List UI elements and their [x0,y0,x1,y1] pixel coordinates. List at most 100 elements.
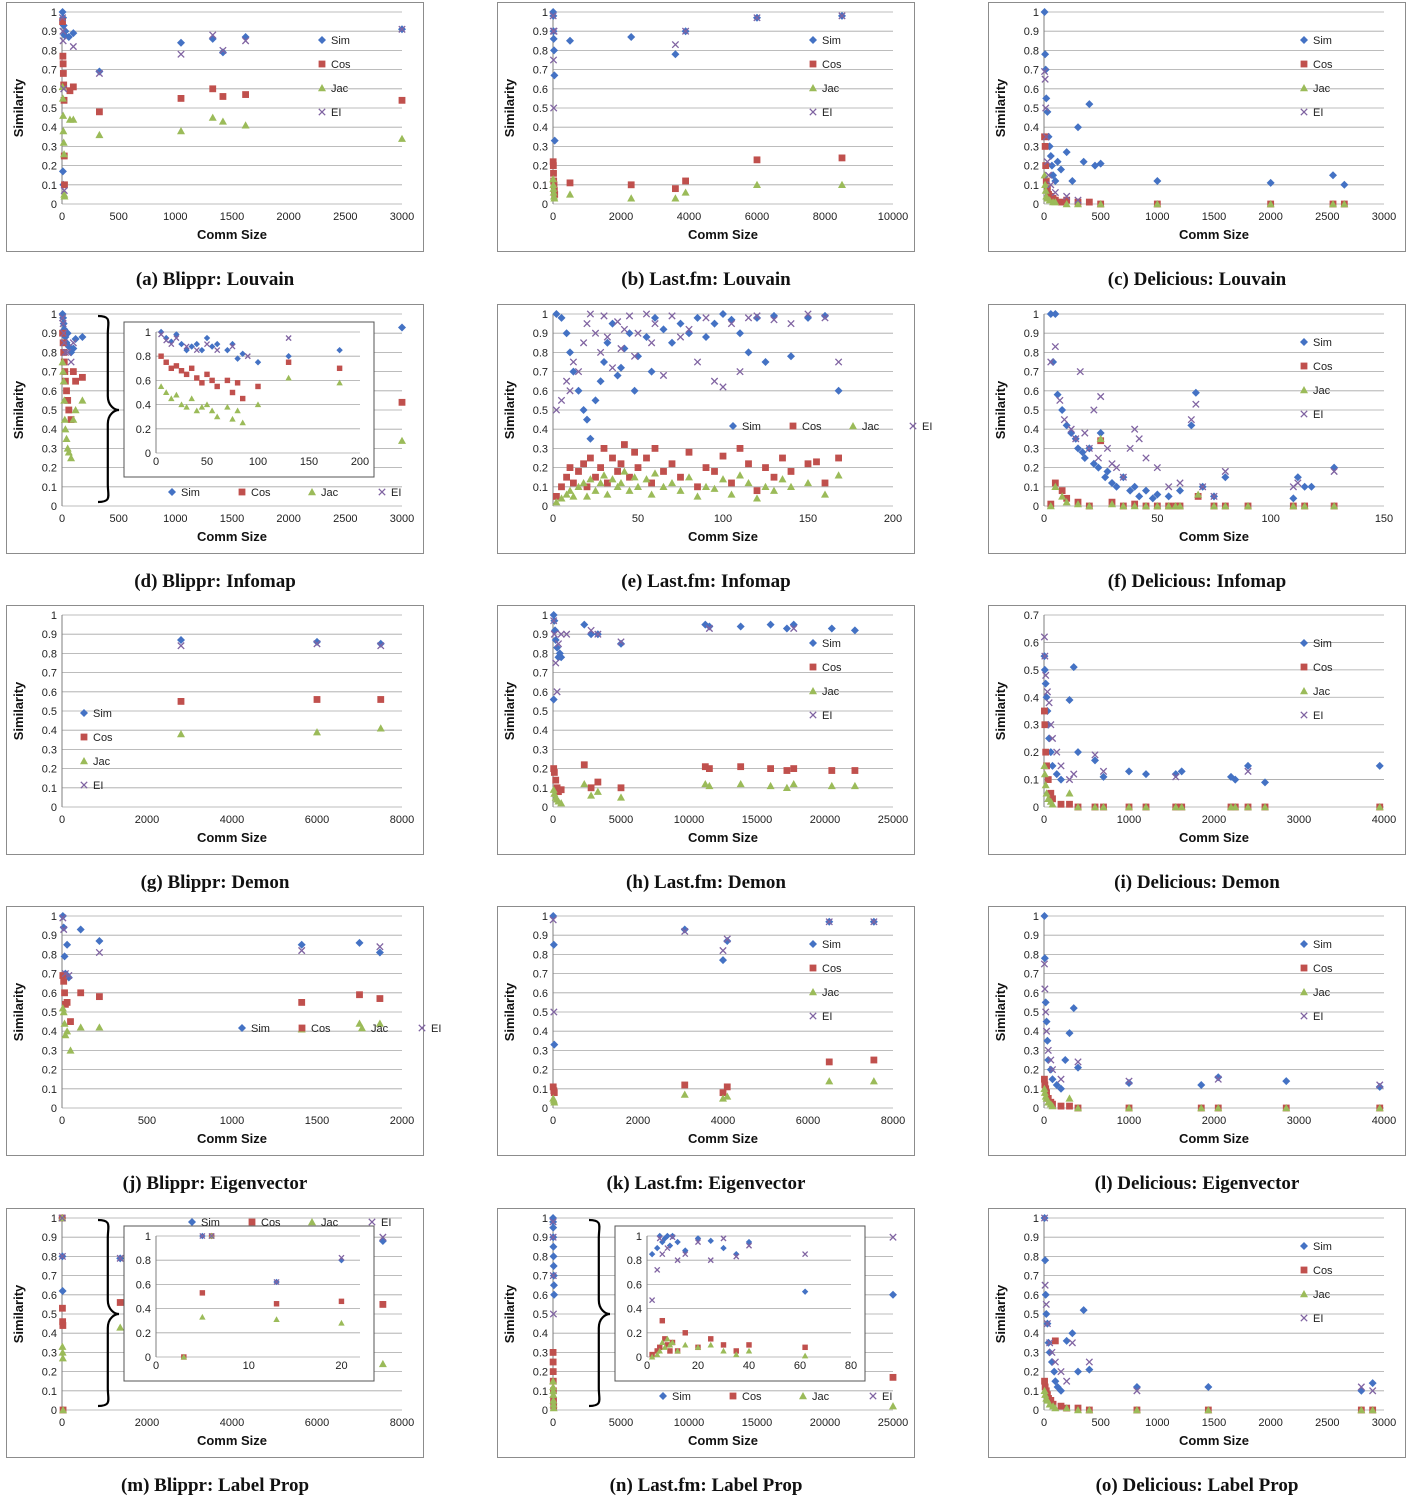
point-jac [218,117,227,125]
point-cos [376,995,384,1002]
point-jac [753,494,761,502]
point-sim [1282,1077,1291,1086]
point-jac [549,1404,558,1412]
point-cos [648,479,655,487]
point-cos [549,1368,557,1375]
y-tick-label: 0.8 [533,347,548,359]
point-jac [804,478,812,487]
x-tick-label: 0 [550,211,556,223]
point-jac [634,482,642,490]
point-cos [802,1344,808,1351]
y-tick-label: 0 [1033,1405,1039,1417]
y-tick-label: 1 [51,309,57,321]
legend-marker-cos [1300,964,1308,972]
y-tick-label: 0.8 [42,1251,57,1263]
point-jac [273,1316,280,1323]
point-cos [188,365,195,372]
point-ei [654,1266,661,1273]
y-axis-title: Similarity [502,982,517,1041]
point-sim [549,1281,558,1290]
point-jac [1214,1104,1223,1112]
x-tick-label: 25000 [878,1417,909,1429]
point-sim [1074,123,1082,132]
x-axis-title: Comm Size [688,529,758,544]
figure-caption: (f) Delicious: Infomap [1107,571,1287,592]
point-jac [579,478,588,487]
point-ei [681,927,689,936]
point-ei [634,329,642,337]
point-jac [562,490,571,498]
figure-caption: (j) Blippr: Eigenvector [122,1173,308,1194]
point-ei [58,1252,67,1261]
point-jac [1041,781,1050,789]
point-sim [1103,467,1112,476]
point-jac [778,475,787,483]
point-ei [1044,171,1053,179]
point-sim [1049,358,1058,366]
point-jac [1375,1104,1384,1112]
point-cos [654,1348,660,1354]
point-sim [1177,767,1186,776]
y-tick-label: 1 [51,610,57,622]
point-sim [1074,1063,1082,1072]
point-sim [827,624,836,633]
x-tick-label: 1000 [163,211,187,223]
point-jac [1074,1406,1082,1414]
point-jac [617,478,625,487]
y-tick-label: 0 [542,802,548,814]
gridlines [62,915,402,1109]
point-jac [376,724,385,732]
legend-label-ei: EI [1313,710,1323,722]
x-tick-label: 150 [799,513,817,525]
legend-label-jac: Jac [321,1217,339,1229]
y-tick-label: 1 [51,1213,57,1225]
y-tick-label: 0.2 [533,463,548,475]
point-sim [1148,494,1157,503]
point-ei [787,319,795,328]
point-jac [1153,502,1162,510]
y-tick-label: 0.2 [42,1367,57,1379]
legend-marker-cos [1300,60,1308,68]
point-jac [60,1019,69,1027]
point-cos [580,460,587,468]
x-tick-label: 2000 [1202,814,1226,826]
point-jac [180,1353,188,1360]
point-cos [566,179,574,187]
point-ei [744,314,753,322]
point-cos [657,1344,663,1351]
x-tick-label: 6000 [305,814,329,826]
legend-marker-sim [659,1392,667,1400]
y-tick-label: 0.8 [533,1251,548,1263]
point-ei [1041,1281,1049,1289]
point-jac [338,1319,345,1326]
point-sim [1051,310,1060,318]
point-sim [647,367,656,376]
point-jac [850,781,859,790]
point-cos [67,1018,74,1025]
legend-marker-ei [1300,711,1308,719]
point-ei [705,624,714,633]
legend: Sim Cos Jac EI [238,1023,441,1035]
y-tick-label: 0.5 [1024,405,1039,417]
point-sim [1044,132,1053,141]
series-ei [552,310,843,414]
x-axis-title: Comm Size [1179,1433,1249,1448]
series-jac [549,779,859,807]
y-tick-label: 0.3 [1024,141,1039,153]
legend: Sim Cos Jac EI [809,638,842,722]
y-tick-label: 0.7 [42,65,57,77]
point-ei [702,314,710,322]
point-jac [744,478,753,487]
x-tick-label: 1500 [1202,1417,1226,1429]
point-jac [58,1354,67,1362]
legend-label-jac: Jac [822,83,840,95]
chart-panel: 0 0.1 0.2 0.3 0.4 0.5 0.6 0.7 0.8 0.9 1 0 50 100 150 Co… [988,304,1406,599]
legend-label-ei: EI [1313,107,1323,119]
point-ei [199,1232,206,1240]
legend-label-cos: Cos [822,662,842,674]
y-tick-label: 0.3 [533,1045,548,1057]
point-ei [116,1254,124,1262]
point-cos [1051,1337,1059,1345]
x-tick-label: 0 [1041,513,1047,525]
point-cos [285,359,292,365]
